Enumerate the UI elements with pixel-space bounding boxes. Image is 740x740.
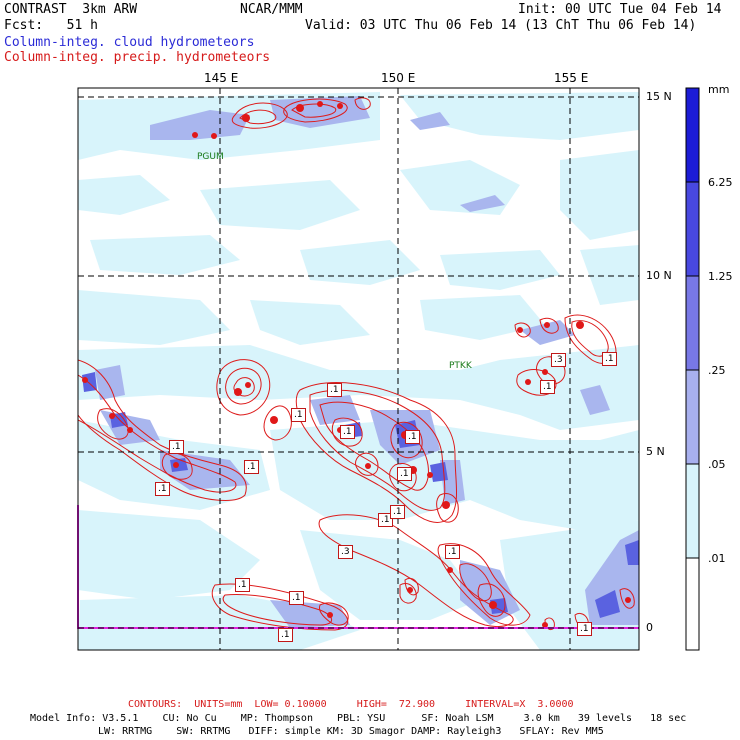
map-frame bbox=[77, 87, 640, 651]
lat-label-5n: 5 N bbox=[646, 445, 665, 458]
contour-label: .1 bbox=[278, 628, 293, 642]
contour-label: .1 bbox=[291, 408, 306, 422]
colorbar-unit: mm bbox=[708, 83, 730, 96]
contour-label: .1 bbox=[244, 460, 259, 474]
contour-label: .1 bbox=[235, 578, 250, 592]
model-info-line-2: LW: RRTMG SW: RRTMG DIFF: simple KM: 3D … bbox=[98, 726, 604, 737]
lon-label-150: 150 E bbox=[381, 71, 416, 85]
colorbar-label-3: .25 bbox=[708, 364, 726, 377]
precip-contours bbox=[78, 97, 635, 631]
station-ptkk: PTKK bbox=[449, 361, 472, 371]
contour-label: .1 bbox=[540, 380, 555, 394]
contour-label: .3 bbox=[338, 545, 353, 559]
precip-cores bbox=[82, 101, 631, 628]
colorbar-bin-2 bbox=[686, 182, 699, 276]
colorbar-label-4: .05 bbox=[708, 458, 726, 471]
colorbar-label-1: 6.25 bbox=[708, 176, 733, 189]
model-info-line-1: Model Info: V3.5.1 CU: No Cu MP: Thompso… bbox=[30, 713, 687, 724]
station-pgum: PGUM bbox=[197, 152, 224, 162]
colorbar-label-2: 1.25 bbox=[708, 270, 733, 283]
colorbar-bin-6 bbox=[686, 558, 699, 650]
contour-label: .1 bbox=[577, 622, 592, 636]
model-title: CONTRAST 3km ARW bbox=[4, 2, 138, 17]
colorbar-label-5: .01 bbox=[708, 552, 726, 565]
lat-label-10n: 10 N bbox=[646, 269, 672, 282]
init-time: Init: 00 UTC Tue 04 Feb 14 bbox=[518, 2, 722, 17]
org-label: NCAR/MMM bbox=[240, 2, 303, 17]
colorbar-bin-1 bbox=[686, 88, 699, 182]
contour-label: .1 bbox=[340, 425, 355, 439]
contour-label: .1 bbox=[405, 430, 420, 444]
contour-label: .3 bbox=[551, 353, 566, 367]
contours-info: CONTOURS: UNITS=mm LOW= 0.10000 HIGH= 72… bbox=[128, 699, 574, 710]
contour-label: .1 bbox=[397, 467, 412, 481]
contour-label: .1 bbox=[445, 545, 460, 559]
colorbar-bin-3 bbox=[686, 276, 699, 370]
cloud-field-label: Column-integ. cloud hydrometeors bbox=[4, 35, 255, 50]
contour-label: .1 bbox=[289, 591, 304, 605]
colorbar-bin-4 bbox=[686, 370, 699, 464]
precip-field-label: Column-integ. precip. hydrometeors bbox=[4, 50, 271, 65]
lon-label-155: 155 E bbox=[554, 71, 589, 85]
forecast-hour: Fcst: 51 h bbox=[4, 18, 98, 33]
lat-label-0: 0 bbox=[646, 621, 653, 634]
colorbar-bin-5 bbox=[686, 464, 699, 558]
colorbar bbox=[685, 87, 700, 651]
contour-label: .1 bbox=[390, 505, 405, 519]
contour-label: .1 bbox=[378, 513, 393, 527]
contour-label: .1 bbox=[327, 383, 342, 397]
contour-label: .1 bbox=[169, 440, 184, 454]
contour-label: .1 bbox=[602, 352, 617, 366]
valid-time: Valid: 03 UTC Thu 06 Feb 14 (13 ChT Thu … bbox=[305, 18, 697, 33]
lon-label-145: 145 E bbox=[204, 71, 239, 85]
lat-label-15n: 15 N bbox=[646, 90, 672, 103]
contour-label: .1 bbox=[155, 482, 170, 496]
